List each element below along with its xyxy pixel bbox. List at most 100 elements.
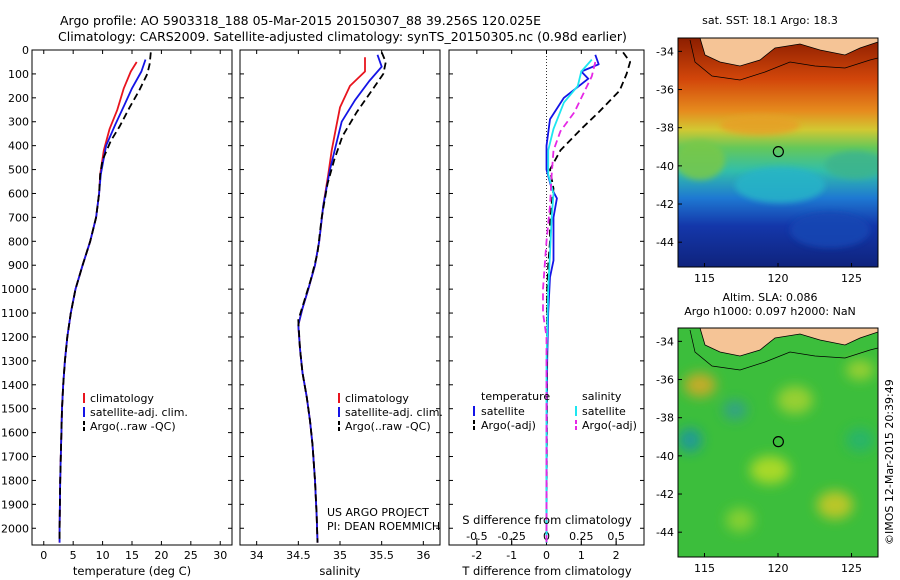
sla-lat-tick-label: -42 — [656, 488, 674, 501]
temperature-series-2 — [58, 52, 152, 543]
difference-legend: temperature salinity satellite Argo(-adj… — [481, 390, 637, 432]
sst-depth-contour — [689, 39, 878, 81]
depth-tick-label: 1200 — [1, 331, 29, 344]
difference-x-tick-label: 1 — [578, 549, 585, 562]
difference-x-tick-label: 0 — [543, 549, 550, 562]
sst-argo-location-marker — [772, 146, 784, 158]
difference-x-tick-label: 2 — [613, 549, 620, 562]
s-difference-tick-label: 0.5 — [607, 530, 625, 543]
temperature-x-tick-label: 25 — [184, 549, 198, 562]
sla-lat-tick-label: -38 — [656, 412, 674, 425]
depth-tick-label: 1100 — [1, 307, 29, 320]
temperature-legend-label-satellite: satellite-adj. clim. — [90, 406, 188, 419]
sla-field — [678, 328, 878, 557]
sla-lat-tick-label: -40 — [656, 450, 674, 463]
difference-top-axis-label: S difference from climatology — [462, 513, 632, 527]
difference-x-tick-label: -2 — [471, 549, 482, 562]
sla-lon-tick-label: 115 — [694, 562, 715, 575]
imos-credit: ©IMOS 12-Mar-2015 20:39:49 — [883, 379, 896, 545]
difference-legend-title-temperature: temperature — [481, 390, 550, 403]
difference-legend-title-salinity: salinity — [582, 390, 622, 403]
sst-map: sat. SST: 18.1 Argo: 18.3 — [677, 14, 879, 268]
difference-legend-label-t-argo: Argo(-adj) — [481, 419, 536, 432]
depth-tick-label: 1300 — [1, 355, 29, 368]
difference-legend-label-t-satellite: satellite — [481, 405, 525, 418]
depth-tick-label: 800 — [8, 235, 29, 248]
sst-lon-tick-label: 125 — [841, 272, 862, 285]
depth-tick-label: 700 — [8, 211, 29, 224]
salinity-legend-label-satellite: satellite-adj. clim. — [345, 406, 443, 419]
temperature-legend: climatology satellite-adj. clim. Argo(..… — [90, 392, 188, 433]
salinity-x-tick-label: 36 — [416, 549, 430, 562]
depth-tick-label: 1500 — [1, 403, 29, 416]
difference-series-2 — [545, 59, 593, 543]
salinity-x-tick-label: 34 — [250, 549, 264, 562]
depth-tick-label: 1600 — [1, 427, 29, 440]
temperature-x-tick-label: 10 — [96, 549, 110, 562]
sla-australia-coast — [699, 328, 878, 357]
depth-tick-label: 500 — [8, 164, 29, 177]
sst-lat-tick-label: -36 — [656, 84, 674, 97]
plot-title-line-1: Argo profile: AO 5903318_188 05-Mar-2015… — [60, 13, 542, 28]
salinity-annotation: US ARGO PROJECT PI: DEAN ROEMMICH — [327, 506, 440, 533]
salinity-x-tick-label: 35.5 — [369, 549, 394, 562]
salinity-series-2 — [297, 52, 387, 543]
temperature-x-tick-label: 20 — [154, 549, 168, 562]
difference-series-1 — [545, 51, 631, 543]
salinity-x-axis-label: salinity — [319, 564, 360, 578]
sst-lat-tick-label: -44 — [656, 236, 674, 249]
difference-legend-label-s-satellite: satellite — [582, 405, 626, 418]
depth-tick-label: 900 — [8, 259, 29, 272]
depth-tick-label: 1700 — [1, 451, 29, 464]
s-difference-tick-label: 0.25 — [569, 530, 594, 543]
temperature-legend-label-argo: Argo(..raw -QC) — [90, 420, 176, 433]
sla-lon-tick-label: 120 — [768, 562, 789, 575]
s-difference-tick-label: -0.25 — [497, 530, 525, 543]
sst-lon-tick-label: 115 — [694, 272, 715, 285]
salinity-legend: climatology satellite-adj. clim. Argo(..… — [345, 392, 443, 433]
temperature-x-tick-label: 30 — [213, 549, 227, 562]
difference-x-tick-label: -1 — [506, 549, 517, 562]
depth-tick-label: 1000 — [1, 283, 29, 296]
depth-tick-label: 600 — [8, 187, 29, 200]
salinity-annotation-line-2: PI: DEAN ROEMMICH — [327, 520, 440, 533]
temperature-x-axis-label: temperature (deg C) — [73, 564, 191, 578]
sst-lon-tick-label: 120 — [768, 272, 789, 285]
sst-lat-tick-label: -38 — [656, 122, 674, 135]
difference-series-3 — [542, 61, 597, 543]
salinity-x-tick-label: 34.5 — [286, 549, 311, 562]
depth-tick-label: 1400 — [1, 379, 29, 392]
depth-tick-label: 1800 — [1, 474, 29, 487]
salinity-panel-frame — [239, 49, 441, 546]
sst-australia-coast — [699, 38, 878, 67]
temperature-x-tick-label: 5 — [70, 549, 77, 562]
sla-map-title-line-1: Altim. SLA: 0.086 — [722, 291, 817, 304]
depth-tick-label: 2000 — [1, 522, 29, 535]
difference-x-axis-label: T difference from climatology — [461, 564, 632, 578]
sla-lat-tick-label: -36 — [656, 374, 674, 387]
sla-depth-contour — [689, 329, 878, 371]
temperature-legend-label-climatology: climatology — [90, 392, 154, 405]
sla-lat-tick-label: -44 — [656, 526, 674, 539]
sla-lon-tick-label: 125 — [841, 562, 862, 575]
difference-legend-label-s-argo: Argo(-adj) — [582, 419, 637, 432]
sla-lat-tick-label: -34 — [656, 335, 674, 348]
sla-map-title-line-2: Argo h1000: 0.097 h2000: NaN — [684, 305, 856, 318]
sla-argo-location-marker — [772, 436, 784, 448]
depth-tick-label: 0 — [22, 44, 29, 57]
sst-lat-tick-label: -34 — [656, 45, 674, 58]
temperature-series-1 — [58, 59, 147, 543]
depth-tick-label: 300 — [8, 116, 29, 129]
sst-map-title: sat. SST: 18.1 Argo: 18.3 — [702, 14, 838, 27]
s-difference-tick-label: -0.5 — [466, 530, 487, 543]
sst-lat-tick-label: -40 — [656, 160, 674, 173]
salinity-x-tick-label: 35 — [333, 549, 347, 562]
temperature-x-tick-label: 0 — [40, 549, 47, 562]
plot-title-line-2: Climatology: CARS2009. Satellite-adjuste… — [58, 29, 627, 44]
temperature-x-tick-label: 15 — [125, 549, 139, 562]
depth-tick-label: 100 — [8, 68, 29, 81]
sla-map: Altim. SLA: 0.086 Argo h1000: 0.097 h200… — [677, 291, 879, 558]
temperature-panel-frame — [31, 49, 233, 546]
depth-tick-label: 200 — [8, 92, 29, 105]
